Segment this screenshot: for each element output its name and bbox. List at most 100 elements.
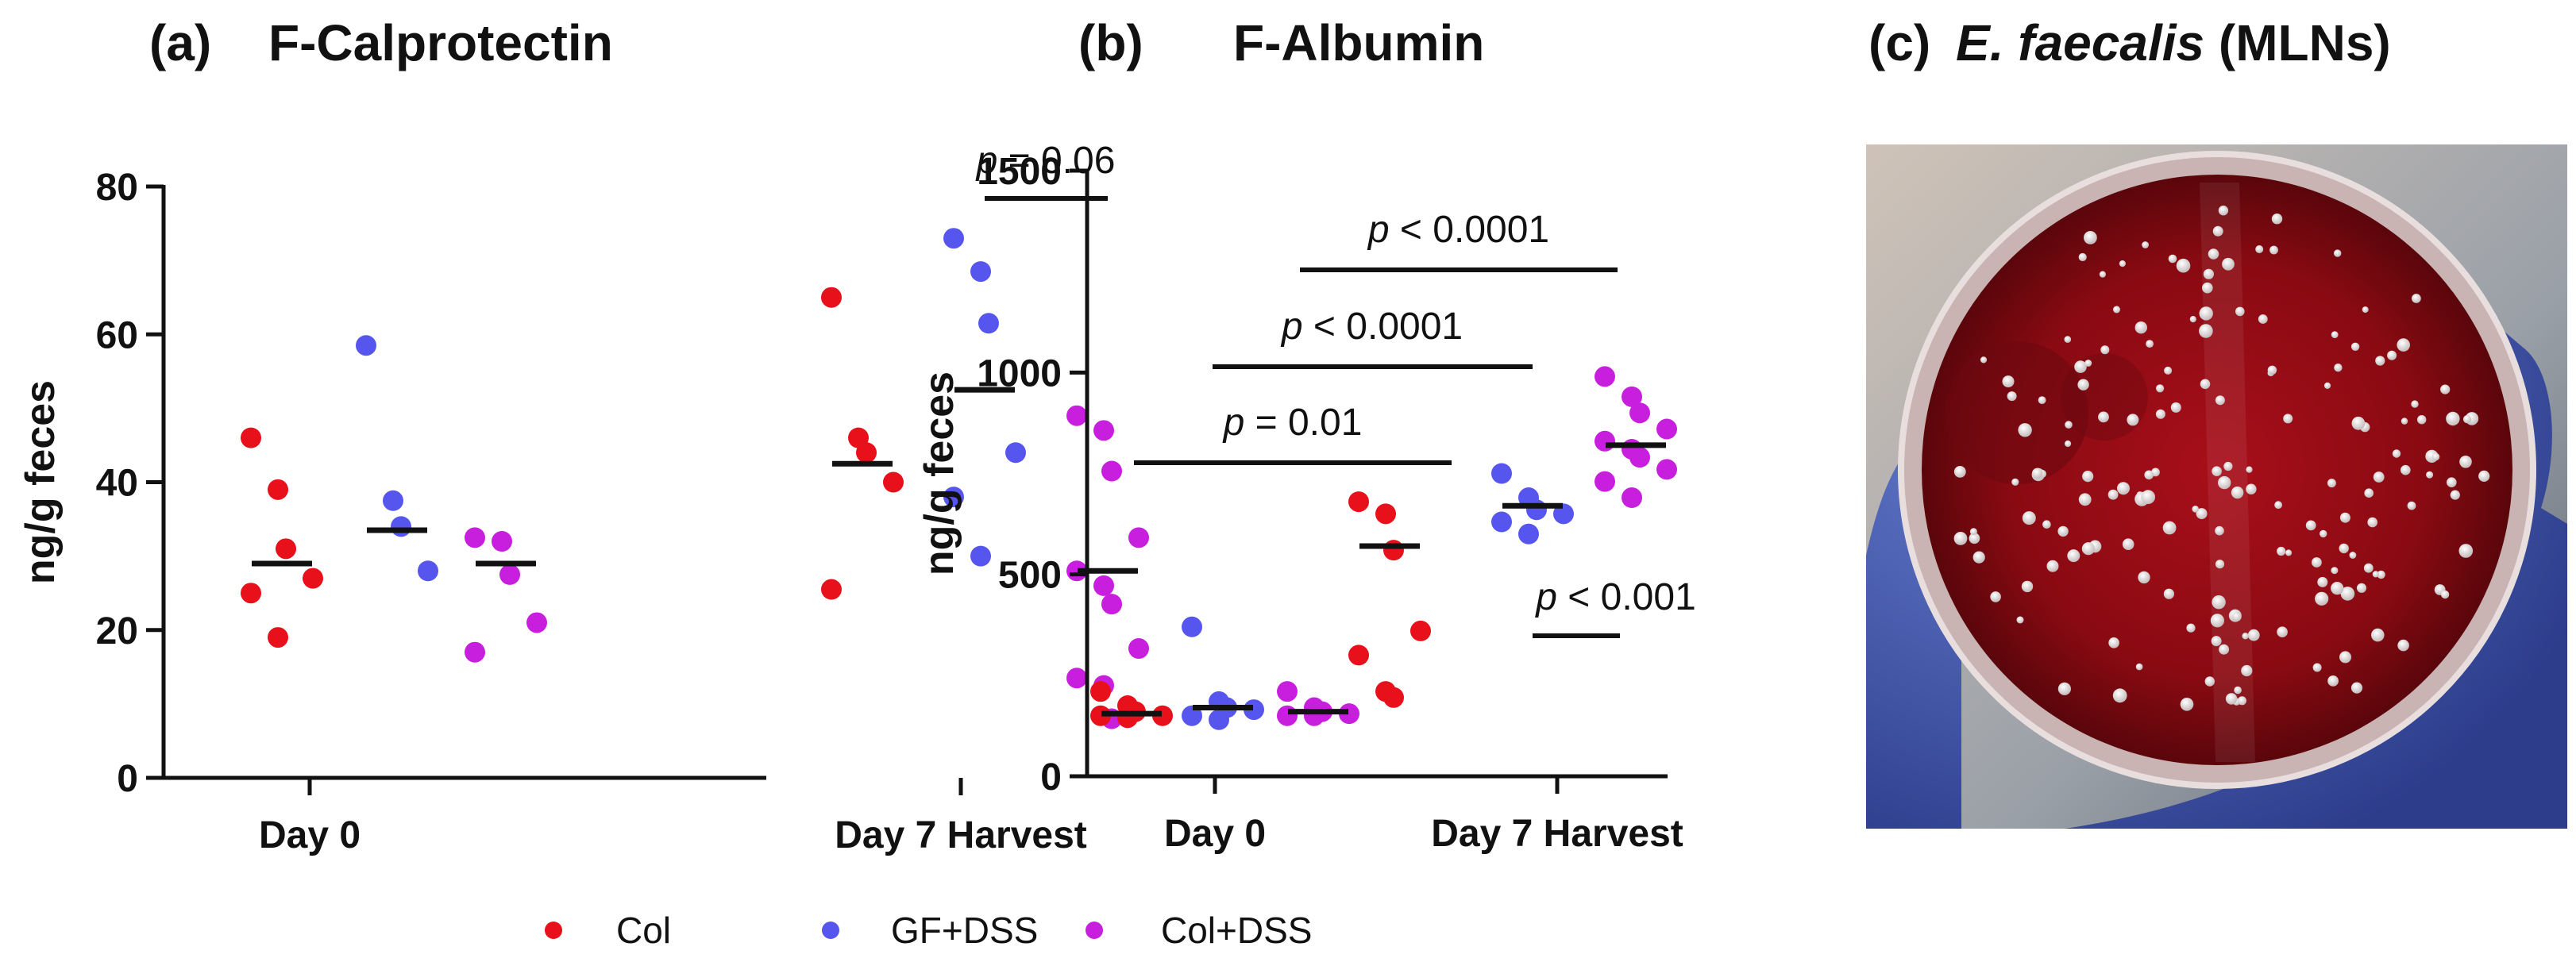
colony [2401, 464, 2411, 475]
colony [2211, 636, 2222, 647]
colony [2022, 511, 2036, 525]
colony [2119, 260, 2126, 267]
colony [2362, 306, 2369, 314]
y-tick-label: 40 [96, 463, 138, 505]
data-point [499, 564, 520, 585]
colony [2349, 552, 2357, 559]
data-point [241, 427, 261, 448]
colony [2064, 336, 2072, 343]
panel-c-title: (c) E. faecalis (MLNs) [1868, 14, 2391, 71]
colony [2350, 682, 2363, 694]
data-point [1629, 402, 1650, 424]
colony [2134, 321, 2147, 334]
dark-region [1945, 341, 2088, 484]
data-point [1304, 705, 1325, 726]
p-symbol: p [1222, 402, 1245, 444]
colony [2011, 478, 2019, 486]
x-category-label: Day 0 [1164, 813, 1266, 855]
colony [2117, 482, 2130, 495]
colony [2351, 416, 2366, 430]
colony [2241, 664, 2253, 677]
colony [2339, 512, 2350, 523]
data-point [1491, 511, 1512, 533]
colony [2447, 477, 2457, 487]
data-point [1090, 705, 1111, 726]
y-tick-label: 0 [1040, 756, 1062, 798]
data-point [1348, 645, 1369, 666]
colony [2078, 252, 2087, 262]
y-axis-label: ng/g feces [916, 371, 962, 575]
colony [2387, 350, 2397, 360]
p-value-label: p = 0.06 [975, 140, 1116, 182]
colony [2401, 418, 2408, 425]
colony [2320, 529, 2327, 538]
y-axis-label: ng/g feces [17, 380, 64, 584]
colony [2367, 517, 2377, 528]
colony [2212, 466, 2222, 476]
y-tick-label: 0 [117, 758, 138, 800]
data-point [821, 287, 842, 308]
colony [2317, 576, 2328, 587]
colony [2074, 360, 2087, 373]
p-value-label: p < 0.0001 [1367, 209, 1549, 251]
colony [2108, 637, 2119, 648]
data-point [821, 579, 842, 600]
data-point [1244, 699, 1264, 721]
data-point [970, 545, 991, 567]
data-point [1375, 503, 1396, 525]
data-point [241, 583, 261, 604]
colony [2242, 633, 2249, 640]
p-symbol: p [1534, 576, 1557, 618]
data-point [1101, 594, 1122, 615]
colony [2255, 245, 2264, 253]
data-point [978, 313, 999, 334]
colony [2084, 231, 2097, 244]
data-point [1526, 499, 1547, 521]
colony [2189, 316, 2196, 323]
colony [2208, 248, 2219, 260]
p-value-label: p < 0.0001 [1280, 306, 1463, 348]
colony [2042, 520, 2051, 529]
colony [2459, 456, 2472, 468]
colony [2340, 587, 2355, 601]
colony [2122, 538, 2134, 550]
colony [2458, 544, 2474, 558]
colony [2285, 549, 2293, 556]
data-point [1093, 420, 1114, 441]
data-point [492, 531, 512, 552]
colony [2202, 282, 2213, 294]
colony [2135, 663, 2143, 671]
colony [2397, 338, 2410, 352]
colony [2098, 411, 2109, 423]
colony [2170, 402, 2181, 413]
colony [2138, 571, 2150, 584]
data-point [1656, 418, 1677, 440]
agar-plate-photo [1866, 144, 2567, 829]
colony [2081, 542, 2095, 556]
colony [2339, 651, 2351, 664]
p-value-text: < 0.0001 [1303, 306, 1463, 348]
data-point [856, 442, 877, 464]
colony [2212, 595, 2226, 610]
legend-marker-col-dss [1086, 922, 1103, 939]
colony [2412, 294, 2421, 303]
colony [2176, 258, 2191, 273]
panel-b-letter: (b) [1078, 14, 1143, 71]
colony [2007, 391, 2017, 402]
colony [2339, 543, 2349, 554]
colony [2234, 686, 2242, 695]
data-point [1518, 523, 1539, 544]
colony [2334, 364, 2343, 372]
colony [2375, 356, 2385, 366]
p-value-text: < 0.001 [1557, 576, 1696, 618]
colony [2155, 409, 2165, 419]
p-value-text: < 0.0001 [1390, 209, 1550, 251]
colony [2373, 471, 2385, 483]
colony [1980, 356, 1988, 364]
colony [2246, 466, 2253, 473]
data-point [883, 471, 904, 493]
y-tick-label: 1500 [977, 151, 1062, 193]
colony [2180, 698, 2194, 711]
panel-c-organism: E. faecalis [1956, 14, 2204, 71]
colony [2363, 563, 2374, 573]
